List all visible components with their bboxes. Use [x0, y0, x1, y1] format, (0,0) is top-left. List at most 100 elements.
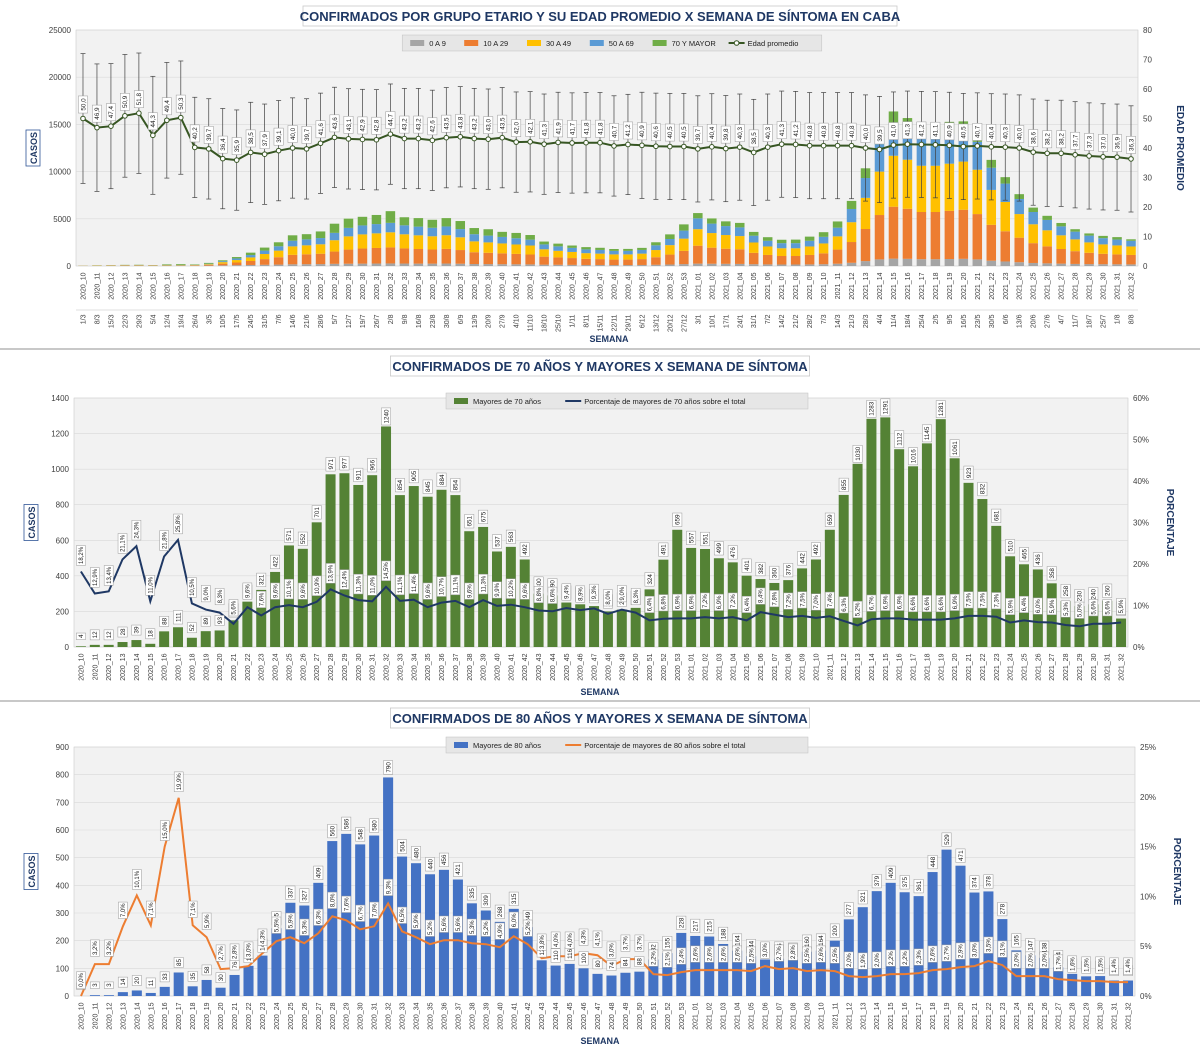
bar-10-a-29-30 — [497, 253, 507, 265]
avg-age-label-70: 38,2 — [1056, 130, 1067, 149]
bar-70-y-mayor-73 — [1098, 235, 1108, 239]
bar-30-a-49-47 — [734, 236, 745, 250]
pct-value-label-59-text: 2,2% — [903, 951, 909, 965]
avg-age-label-73-text: 37,0 — [1100, 136, 1107, 149]
x-tick-label-70: 2021_27 — [1049, 653, 1056, 680]
avg-age-point-0 — [80, 115, 86, 122]
pct-value-label-41: 6,4% — [644, 595, 655, 613]
pct-value-label-32-text: 9,6% — [523, 584, 529, 598]
pct-value-label-26-text: 5,6% — [442, 917, 448, 931]
bar-value-label-20-text: 911 — [356, 469, 363, 480]
x-tick-label-72: 2021_29 — [1077, 653, 1084, 680]
pct-value-label-72-box — [1081, 956, 1091, 974]
bar-value-label-56-box — [857, 890, 868, 905]
bar-10-a-29-45 — [707, 247, 717, 264]
x-tick-label-1: 2020_11 — [92, 653, 99, 680]
bar-value-label-31: 563 — [505, 529, 516, 544]
x-date-label-44: 3/1 — [695, 314, 702, 324]
y2-tick-label-3: 30 — [1143, 174, 1152, 183]
bar-70-y-mayor-50 — [776, 239, 787, 244]
avg-age-label-68-box — [1028, 129, 1039, 147]
bar-30-a-49-68 — [1028, 224, 1038, 244]
bar-value-label-3-text: 14 — [120, 978, 127, 986]
bar-value-label-32-box — [519, 542, 530, 557]
pct-value-label-53-text: 7,0% — [814, 594, 820, 608]
avg-age-label-52-text: 40,8 — [807, 125, 814, 138]
bar-value-label-49-box — [755, 562, 766, 577]
pct-value-label-69-box — [1039, 951, 1050, 969]
bar-25 — [422, 496, 433, 647]
bar-value-label-26-text: 456 — [441, 854, 448, 865]
x-tick-label-44: 2021_01 — [689, 653, 696, 680]
x-tick-label-10: 2020_20 — [220, 272, 227, 299]
bar-0-a-9-55 — [846, 262, 857, 266]
avg-age-label-67: 40,0 — [1014, 125, 1025, 143]
pct-value-label-24-box — [411, 912, 421, 930]
avg-age-label-21: 42,8 — [371, 116, 382, 135]
avg-age-label-67-text: 40,0 — [1016, 127, 1023, 140]
bar-30-a-49-20 — [357, 234, 368, 249]
y2-axis-title: EDAD PROMEDIO — [1174, 105, 1185, 191]
x-date-label-42: 20/12 — [667, 314, 674, 332]
bar-0-a-9-16 — [301, 264, 312, 266]
x-tick-label-44: 2021_01 — [695, 272, 702, 299]
bar-value-label-63-text: 471 — [958, 850, 965, 861]
bar-70-y-mayor-14 — [273, 242, 284, 247]
y-tick-label-6: 1200 — [51, 430, 69, 439]
pct-value-label-7-text: 19,9% — [177, 773, 183, 791]
pct-value-label-61: 2,6% — [927, 945, 938, 963]
avg-age-point-53 — [820, 142, 827, 149]
x-tick-label-32: 2020_42 — [522, 653, 529, 680]
x-tick-label-43: 2020_53 — [675, 653, 682, 680]
bar-value-label-42-text: 155 — [665, 937, 672, 948]
pct-value-label-36: 8,9% — [575, 585, 585, 603]
bar-value-label-56-text: 321 — [860, 891, 867, 902]
avg-age-point-56 — [862, 145, 869, 151]
bar-value-label-21-box — [369, 818, 380, 833]
avg-age-label-70-box — [1056, 130, 1067, 149]
pct-value-label-10: 2,7% — [215, 944, 226, 962]
bar-value-label-61-box — [927, 855, 938, 870]
pct-value-label-60: 2,3% — [913, 948, 924, 966]
x-date-label-63: 16/5 — [961, 314, 968, 328]
x-tick-label-30: 2020_40 — [500, 272, 507, 299]
pct-value-label-27-text: 11,1% — [454, 576, 460, 593]
pct-value-label-26-box — [439, 915, 449, 933]
bar-10-a-29-74 — [1112, 254, 1122, 265]
x-tick-label-50: 2021_07 — [772, 653, 779, 680]
x-date-label-24: 16/8 — [416, 314, 423, 328]
bar-30-a-49-10 — [217, 262, 228, 264]
pct-value-label-31-box — [506, 578, 516, 599]
avg-age-label-4-text: 51,8 — [136, 93, 143, 106]
bar-10-a-29-22 — [385, 247, 396, 264]
avg-age-point-21 — [373, 136, 380, 143]
pct-value-label-58-box — [880, 593, 891, 611]
bar-value-label-22-box — [381, 407, 391, 426]
x-date-label-10: 10/5 — [220, 314, 227, 328]
x-tick-label-54: 2021_11 — [832, 1002, 839, 1029]
bar-value-label-22: 790 — [383, 760, 394, 775]
chart-title: CONFIRMADOS DE 80 AÑOS Y MAYORES X SEMAN… — [392, 711, 808, 726]
bar-0-a-9-24 — [413, 263, 424, 266]
legend-entry-1: Porcentaje de mayores de 80 años sobre e… — [565, 741, 746, 750]
bar-value-label-63-box — [955, 848, 966, 863]
bar-value-label-61: 448 — [927, 855, 938, 870]
x-tick-label-59: 2021_16 — [905, 272, 912, 299]
bar-0-a-9-58 — [888, 258, 899, 266]
pct-value-label-51-box — [788, 943, 798, 961]
avg-age-label-21-box — [371, 116, 382, 135]
bar-70-y-mayor-18 — [329, 223, 340, 233]
bar-value-label-10: 93 — [214, 615, 225, 626]
x-tick-label-53: 2021_10 — [813, 653, 820, 680]
pct-value-label-60-box — [908, 595, 918, 613]
pct-value-label-12: 3,0% — [243, 941, 254, 959]
pct-value-label-25: 5,2% — [425, 919, 435, 937]
bar-70-y-mayor-33 — [539, 241, 549, 245]
y-axis-title-box — [23, 504, 39, 541]
x-tick-label-12: 2020_22 — [248, 272, 255, 299]
bar-50-a-69-37 — [595, 249, 605, 254]
legend-box — [445, 392, 809, 410]
bar-70-y-mayor-7 — [176, 264, 186, 266]
bar-value-label-59-text: 375 — [902, 877, 909, 888]
avg-age-label-17: 41,6 — [315, 120, 326, 139]
